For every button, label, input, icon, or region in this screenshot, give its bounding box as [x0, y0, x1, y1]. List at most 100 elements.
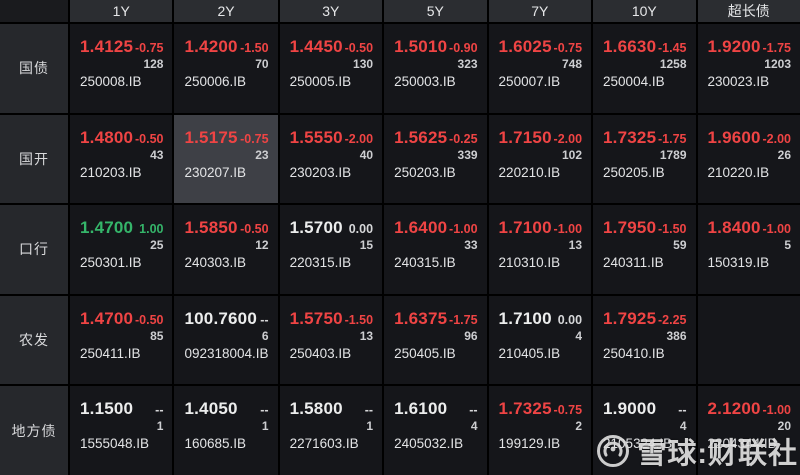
- quote-change: -1.00: [449, 222, 478, 237]
- quote-code: 199129.IB: [498, 436, 561, 452]
- quote-cell[interactable]: 1.9600 -2.00 26 210220.IB: [697, 114, 800, 204]
- quote-change: -0.75: [553, 403, 583, 418]
- quote-cell[interactable]: 1.5700 0.00 15 220315.IB: [279, 205, 383, 294]
- quote-rate: 1.4700: [80, 308, 134, 328]
- quote-cell[interactable]: 1.4800 -0.50 43 210203.IB: [70, 114, 173, 204]
- quote-change: -2.00: [762, 131, 792, 146]
- quote-change: -2.00: [553, 131, 583, 146]
- quote-code: 250301.IB: [80, 255, 142, 271]
- quote-rate: 1.7925: [603, 308, 657, 328]
- quote-code: 210310.IB: [498, 255, 561, 271]
- quote-cell[interactable]: 2.1200 -1.00 20 2204344.IB: [697, 386, 800, 475]
- quote-cell[interactable]: 1.8400 -1.00 5 150319.IB: [697, 205, 800, 294]
- quote-rate: 1.5625: [394, 127, 448, 147]
- quote-cell[interactable]: 1.6375 -1.75 96 250405.IB: [384, 295, 487, 385]
- quote-cell[interactable]: 1.6400 -1.00 33 240315.IB: [384, 205, 487, 294]
- quote-code: 250203.IB: [394, 164, 456, 180]
- quote-cell[interactable]: 1.9000 -- 4 2105324.IB: [593, 386, 696, 475]
- quote-volume: 13: [568, 238, 583, 253]
- quote-rate: 1.4050: [184, 399, 238, 419]
- quote-volume: 23: [255, 147, 269, 162]
- quote-cell[interactable]: 1.5850 -0.50 12 240303.IB: [174, 205, 278, 294]
- quote-rate: 1.7325: [498, 399, 552, 419]
- quote-code: 250006.IB: [184, 74, 247, 89]
- quote-volume: 85: [150, 328, 164, 343]
- quote-change: -0.25: [449, 131, 478, 146]
- quote-code: 250003.IB: [394, 74, 456, 89]
- quote-change: -0.50: [134, 131, 164, 146]
- quote-cell[interactable]: 1.4700 1.00 25 250301.IB: [70, 205, 173, 294]
- quote-change: -1.50: [344, 312, 374, 327]
- quote-cell[interactable]: 1.9200 -1.75 1203 230023.IB: [697, 24, 800, 113]
- quote-code: 250410.IB: [603, 345, 665, 361]
- quote-cell-empty[interactable]: [697, 295, 800, 385]
- quote-volume: 102: [562, 147, 583, 162]
- table-corner: [0, 0, 68, 22]
- quote-volume: 20: [777, 419, 791, 434]
- quote-cell[interactable]: 1.5750 -1.50 13 250403.IB: [279, 295, 383, 385]
- quote-volume: 33: [464, 238, 478, 253]
- column-header-1Y: 1Y: [70, 0, 173, 22]
- quote-cell[interactable]: 1.7100 0.00 4 210405.IB: [488, 295, 592, 385]
- column-header-5Y: 5Y: [384, 0, 487, 22]
- quote-cell[interactable]: 1.5550 -2.00 40 230203.IB: [279, 114, 383, 204]
- quote-change: -1.45: [658, 41, 687, 55]
- quote-rate: 1.4200: [184, 37, 238, 56]
- quote-code: 092318004.IB: [184, 345, 269, 361]
- quote-rate: 1.4125: [80, 37, 134, 56]
- quote-cell[interactable]: 1.7100 -1.00 13 210310.IB: [488, 205, 592, 294]
- row-label-口行: 口行: [0, 205, 68, 294]
- quote-cell[interactable]: 1.4050 -- 1 160685.IB: [174, 386, 278, 475]
- quote-rate: 1.5010: [394, 37, 448, 56]
- quote-volume: 25: [150, 238, 164, 253]
- row-label-农发: 农发: [0, 295, 68, 385]
- quote-code: 2271603.IB: [289, 436, 359, 452]
- quote-rate: 1.7325: [603, 127, 657, 147]
- quote-cell[interactable]: 1.6025 -0.75 748 250007.IB: [488, 24, 592, 113]
- quote-cell[interactable]: 1.5625 -0.25 339 250203.IB: [384, 114, 487, 204]
- quote-volume: 4: [575, 328, 583, 343]
- quote-volume: 1: [156, 419, 164, 434]
- quote-cell[interactable]: 1.6100 -- 4 2405032.IB: [384, 386, 487, 475]
- quote-code: 240311.IB: [603, 255, 664, 271]
- column-header-2Y: 2Y: [174, 0, 278, 22]
- quote-rate: 1.5800: [289, 399, 343, 419]
- quote-volume: 6: [261, 328, 269, 343]
- quote-change: --: [260, 312, 269, 327]
- quote-cell[interactable]: 100.7600 -- 6 092318004.IB: [174, 295, 278, 385]
- quote-code: 240303.IB: [184, 255, 247, 271]
- quote-change: 0.00: [348, 222, 374, 237]
- quote-code: 230023.IB: [707, 74, 770, 89]
- quote-cell[interactable]: 1.4200 -1.50 70 250006.IB: [174, 24, 278, 113]
- quote-rate: 1.9200: [707, 37, 761, 56]
- quote-rate: 1.5175: [184, 127, 238, 147]
- quote-cell[interactable]: 1.1500 -- 1 1555048.IB: [70, 386, 173, 475]
- quote-cell[interactable]: 1.5800 -- 1 2271603.IB: [279, 386, 383, 475]
- quote-cell[interactable]: 1.7925 -2.25 386 250410.IB: [593, 295, 696, 385]
- quote-volume: 1258: [659, 57, 687, 71]
- quote-rate: 1.4450: [289, 37, 343, 56]
- quote-volume: 26: [777, 147, 791, 162]
- quote-cell[interactable]: 1.6630 -1.45 1258 250004.IB: [593, 24, 696, 113]
- quote-cell[interactable]: 1.4700 -0.50 85 250411.IB: [70, 295, 173, 385]
- quote-change: -1.00: [553, 222, 583, 237]
- quote-change: -2.00: [344, 131, 374, 146]
- quote-rate: 1.7100: [498, 218, 552, 238]
- quote-cell[interactable]: 1.5175 -0.75 23 230207.IB: [174, 114, 278, 204]
- quote-code: 250004.IB: [603, 74, 665, 89]
- quote-change: -1.75: [762, 41, 792, 55]
- quote-cell[interactable]: 1.7150 -2.00 102 220210.IB: [488, 114, 592, 204]
- quote-volume: 128: [143, 57, 164, 71]
- quote-rate: 1.8400: [707, 218, 761, 238]
- quote-code: 250405.IB: [394, 345, 456, 361]
- quote-volume: 70: [255, 57, 269, 71]
- quote-cell[interactable]: 1.5010 -0.90 323 250003.IB: [384, 24, 487, 113]
- quote-cell[interactable]: 1.7950 -1.50 59 240311.IB: [593, 205, 696, 294]
- quote-code: 160685.IB: [184, 436, 247, 452]
- quote-cell[interactable]: 1.7325 -0.75 2 199129.IB: [488, 386, 592, 475]
- quote-cell[interactable]: 1.4125 -0.75 128 250008.IB: [70, 24, 173, 113]
- quote-cell[interactable]: 1.7325 -1.75 1789 250205.IB: [593, 114, 696, 204]
- quote-cell[interactable]: 1.4450 -0.50 130 250005.IB: [279, 24, 383, 113]
- quote-rate: 1.5550: [289, 127, 343, 147]
